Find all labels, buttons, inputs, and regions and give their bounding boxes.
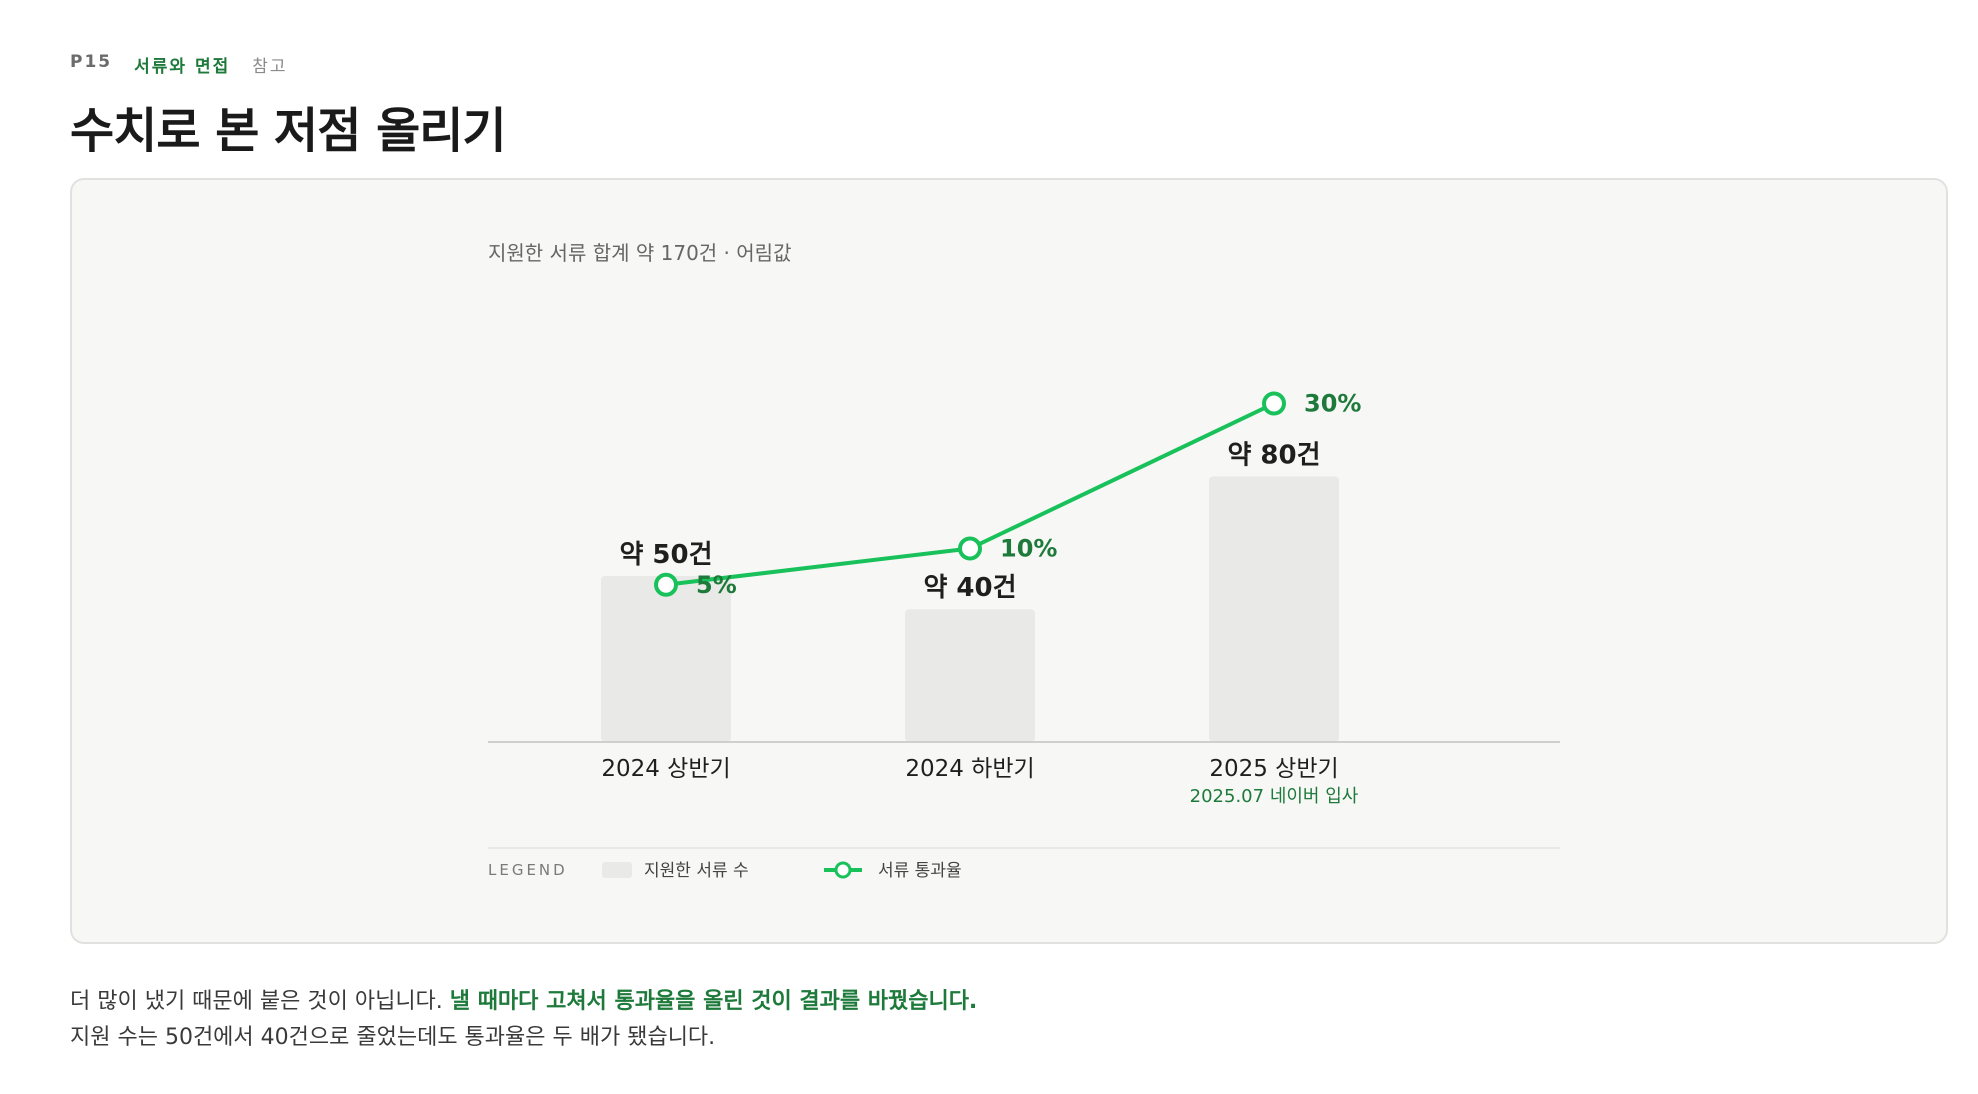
x-tick-label-3: 2025 상반기 — [1209, 756, 1338, 782]
bar-value-label-3: 약 80건 — [1227, 440, 1320, 470]
summary-text: 더 많이 냈기 때문에 붙은 것이 아닙니다. 낼 때마다 고쳐서 통과율을 올… — [70, 984, 977, 1056]
pass-rate-point-3 — [1262, 391, 1286, 416]
x-tick-label-1: 2024 상반기 — [601, 756, 730, 782]
pass-rate-point-1 — [654, 572, 678, 597]
legend-line-label: 서류 통과율 — [878, 861, 962, 881]
legend-bar-swatch — [602, 862, 632, 878]
legend-title: LEGEND — [488, 861, 568, 879]
bar-1 — [601, 576, 731, 742]
bar-value-label-1: 약 50건 — [619, 540, 712, 570]
pass-rate-label-2: 10% — [1000, 535, 1057, 563]
page-number: P15 — [70, 52, 113, 72]
x-tick-label-2: 2024 하반기 — [905, 756, 1034, 782]
summary-line-1-plain: 더 많이 냈기 때문에 붙은 것이 아닙니다. — [70, 989, 450, 1014]
x-tick-note-3: 2025.07 네이버 입사 — [1190, 786, 1359, 807]
legend-line-swatch — [824, 861, 862, 879]
chart-card: 지원한 서류 합계 약 170건 · 어림값 약 50건 2024 상반기 약 40… — [70, 178, 1948, 944]
summary-line-1-highlight: 낼 때마다 고쳐서 통과율을 올린 것이 결과를 바꿨습니다. — [449, 989, 978, 1014]
pass-rate-point-2 — [958, 536, 982, 561]
pass-rate-label-1: 5% — [696, 571, 737, 599]
bar-value-label-2: 약 40건 — [923, 573, 1016, 603]
bar-2 — [905, 609, 1035, 742]
legend: LEGEND 지원한 서류 수 서류 통과율 — [488, 861, 962, 881]
page-title: 수치로 본 저점 올리기 — [70, 103, 507, 159]
breadcrumb: P15 서류와 면접 참고 — [70, 52, 506, 77]
page-header: P15 서류와 면접 참고 수치로 본 저점 올리기 — [70, 52, 507, 161]
section-name: 서류와 면접 — [134, 57, 231, 77]
reference-tag: 참고 — [252, 57, 288, 77]
summary-line-2: 지원 수는 50건에서 40건으로 줄었는데도 통과율은 두 배가 됐습니다. — [70, 1025, 716, 1050]
legend-bar-label: 지원한 서류 수 — [644, 861, 749, 881]
combo-chart: 지원한 서류 합계 약 170건 · 어림값 약 50건 2024 상반기 약 40… — [488, 241, 1560, 881]
chart-title: 지원한 서류 합계 약 170건 · 어림값 — [488, 241, 791, 265]
bar-3 — [1209, 476, 1339, 742]
summary-line-1: 더 많이 냈기 때문에 붙은 것이 아닙니다. 낼 때마다 고쳐서 통과율을 올… — [70, 984, 977, 1020]
pass-rate-label-3: 30% — [1304, 390, 1361, 418]
